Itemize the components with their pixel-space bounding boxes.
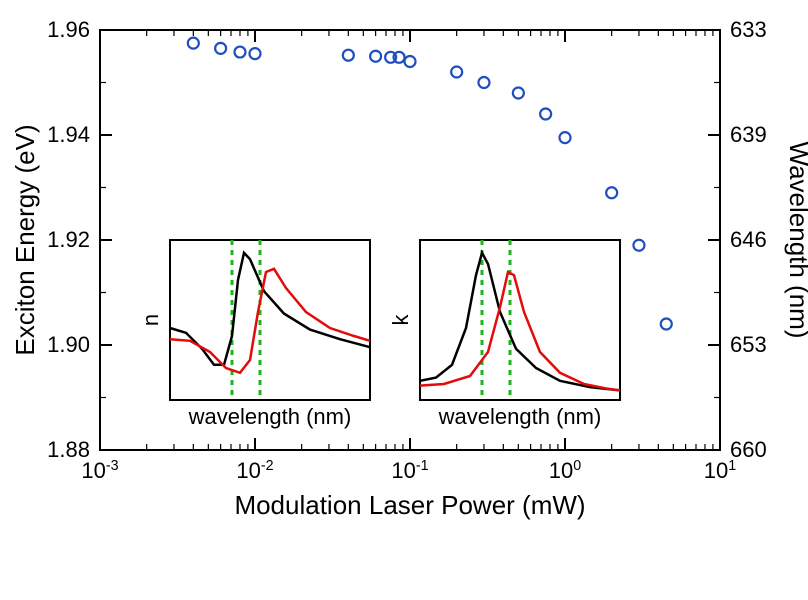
inset-xlabel: wavelength (nm) [438, 404, 602, 429]
y-left-tick-label: 1.96 [47, 17, 90, 42]
y-left-axis-label: Exciton Energy (eV) [10, 124, 40, 355]
y-left-tick-label: 1.94 [47, 122, 90, 147]
data-point [188, 38, 199, 49]
data-point [540, 109, 551, 120]
y-left-tick-label: 1.90 [47, 332, 90, 357]
y-right-tick-label: 653 [730, 332, 767, 357]
y-right-tick-label: 646 [730, 227, 767, 252]
data-point [405, 56, 416, 67]
y-right-tick-label: 660 [730, 437, 767, 462]
inset-ylabel: k [388, 314, 413, 326]
data-point [633, 240, 644, 251]
data-point [560, 132, 571, 143]
y-left-tick-label: 1.88 [47, 437, 90, 462]
x-axis-label: Modulation Laser Power (mW) [234, 490, 585, 520]
y-right-tick-label: 639 [730, 122, 767, 147]
y-left-tick-label: 1.92 [47, 227, 90, 252]
data-point [250, 48, 261, 59]
data-point [343, 50, 354, 61]
x-tick-label: 100 [549, 458, 581, 483]
data-point [215, 43, 226, 54]
data-point [370, 51, 381, 62]
x-tick-label: 10-2 [236, 458, 273, 483]
y-right-axis-label: Wavelength (nm) [784, 142, 808, 339]
data-point [513, 88, 524, 99]
data-point [661, 319, 672, 330]
inset-k [420, 240, 620, 400]
inset-ylabel: n [138, 314, 163, 326]
x-tick-label: 10-1 [391, 458, 428, 483]
data-point [478, 77, 489, 88]
data-point [606, 187, 617, 198]
data-point [234, 47, 245, 58]
y-right-tick-label: 633 [730, 17, 767, 42]
inset-xlabel: wavelength (nm) [188, 404, 352, 429]
data-point [451, 67, 462, 78]
exciton-chart: 10-310-210-1100101Modulation Laser Power… [0, 0, 808, 600]
inset-n [170, 240, 370, 400]
